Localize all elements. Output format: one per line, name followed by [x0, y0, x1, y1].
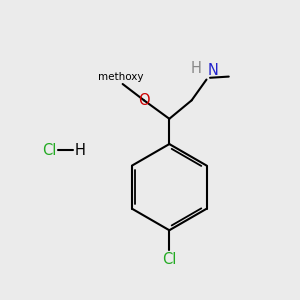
Text: methoxy: methoxy — [98, 72, 144, 82]
Text: O: O — [138, 93, 150, 108]
Text: Cl: Cl — [42, 142, 56, 158]
Text: H: H — [75, 142, 86, 158]
Text: Cl: Cl — [162, 252, 176, 267]
Text: H: H — [190, 61, 202, 76]
Text: N: N — [208, 63, 219, 78]
